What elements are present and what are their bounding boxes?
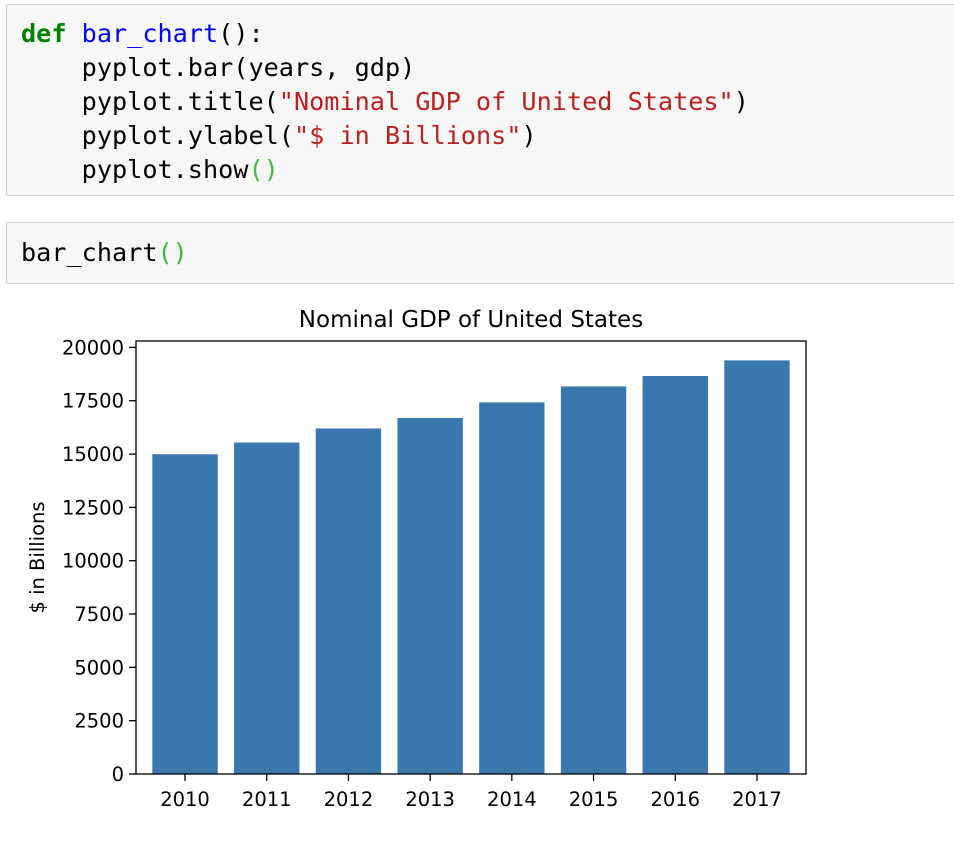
code-token: bar_chart [81,19,219,48]
y-tick-label: 12500 [62,496,124,519]
y-axis-label: $ in Billions [26,501,49,613]
code-editor[interactable]: bar_chart() [21,236,188,270]
code-line: def bar_chart(): [21,17,749,51]
y-tick-label: 2500 [74,710,124,733]
code-token: pyplot.title( [21,87,279,116]
code-token: pyplot.bar(years, gdp) [21,53,416,82]
y-tick-label: 17500 [62,390,124,413]
chart-canvas: 0 2500 5000 7500 10000 12500 15000 17500 20000 20… [26,307,807,811]
code-cell-call[interactable]: bar_chart() [6,222,954,284]
y-tick-label: 0 [112,763,124,786]
code-token [67,19,82,48]
code-token: pyplot.show [21,155,249,184]
y-tick-label: 20000 [62,336,124,359]
code-token: bar_chart [21,238,158,267]
cell-output: 0 2500 5000 7500 10000 12500 15000 17500 20000 20… [0,290,820,824]
code-editor[interactable]: def bar_chart(): pyplot.bar(years, gdp) … [21,17,749,187]
x-tick-label: 2017 [732,788,782,811]
code-token: "$ in Billions" [293,121,522,150]
plot-frame [135,340,807,775]
bar [642,375,708,774]
code-token: "Nominal GDP of United States" [278,87,734,116]
code-cell-definition[interactable]: def bar_chart(): pyplot.bar(years, gdp) … [6,4,954,196]
bar [724,360,790,774]
code-token: () [248,155,279,184]
code-token: ) [521,121,537,150]
x-tick-label: 2012 [324,788,374,811]
bar [315,428,382,774]
code-line: bar_chart() [21,236,188,270]
code-token: (): [218,19,264,48]
x-tick-label: 2015 [569,788,619,811]
x-tick-label: 2011 [242,788,292,811]
x-tick-label: 2013 [405,788,455,811]
code-line: pyplot.title("Nominal GDP of United Stat… [21,85,749,119]
bar [397,418,463,774]
y-tick-label: 5000 [74,656,124,679]
code-line: pyplot.ylabel("$ in Billions") [21,119,749,153]
code-token: ) [733,87,749,116]
y-tick-label: 7500 [74,603,124,626]
bar-chart: 0 2500 5000 7500 10000 12500 15000 17500 20000 20… [0,290,820,824]
code-token: () [157,238,188,267]
code-token: def [21,19,67,48]
chart-title: Nominal GDP of United States [299,307,643,333]
bar [560,386,627,774]
bar [479,402,545,774]
x-tick-label: 2010 [160,788,210,811]
code-token: pyplot.ylabel( [21,121,294,150]
y-tick-label: 10000 [62,550,124,573]
x-tick-label: 2014 [487,788,537,811]
code-line: pyplot.show() [21,153,749,187]
y-tick-label: 15000 [62,443,124,466]
bar [234,442,300,774]
bar [152,454,218,774]
x-tick-label: 2016 [650,788,700,811]
code-line: pyplot.bar(years, gdp) [21,51,749,85]
